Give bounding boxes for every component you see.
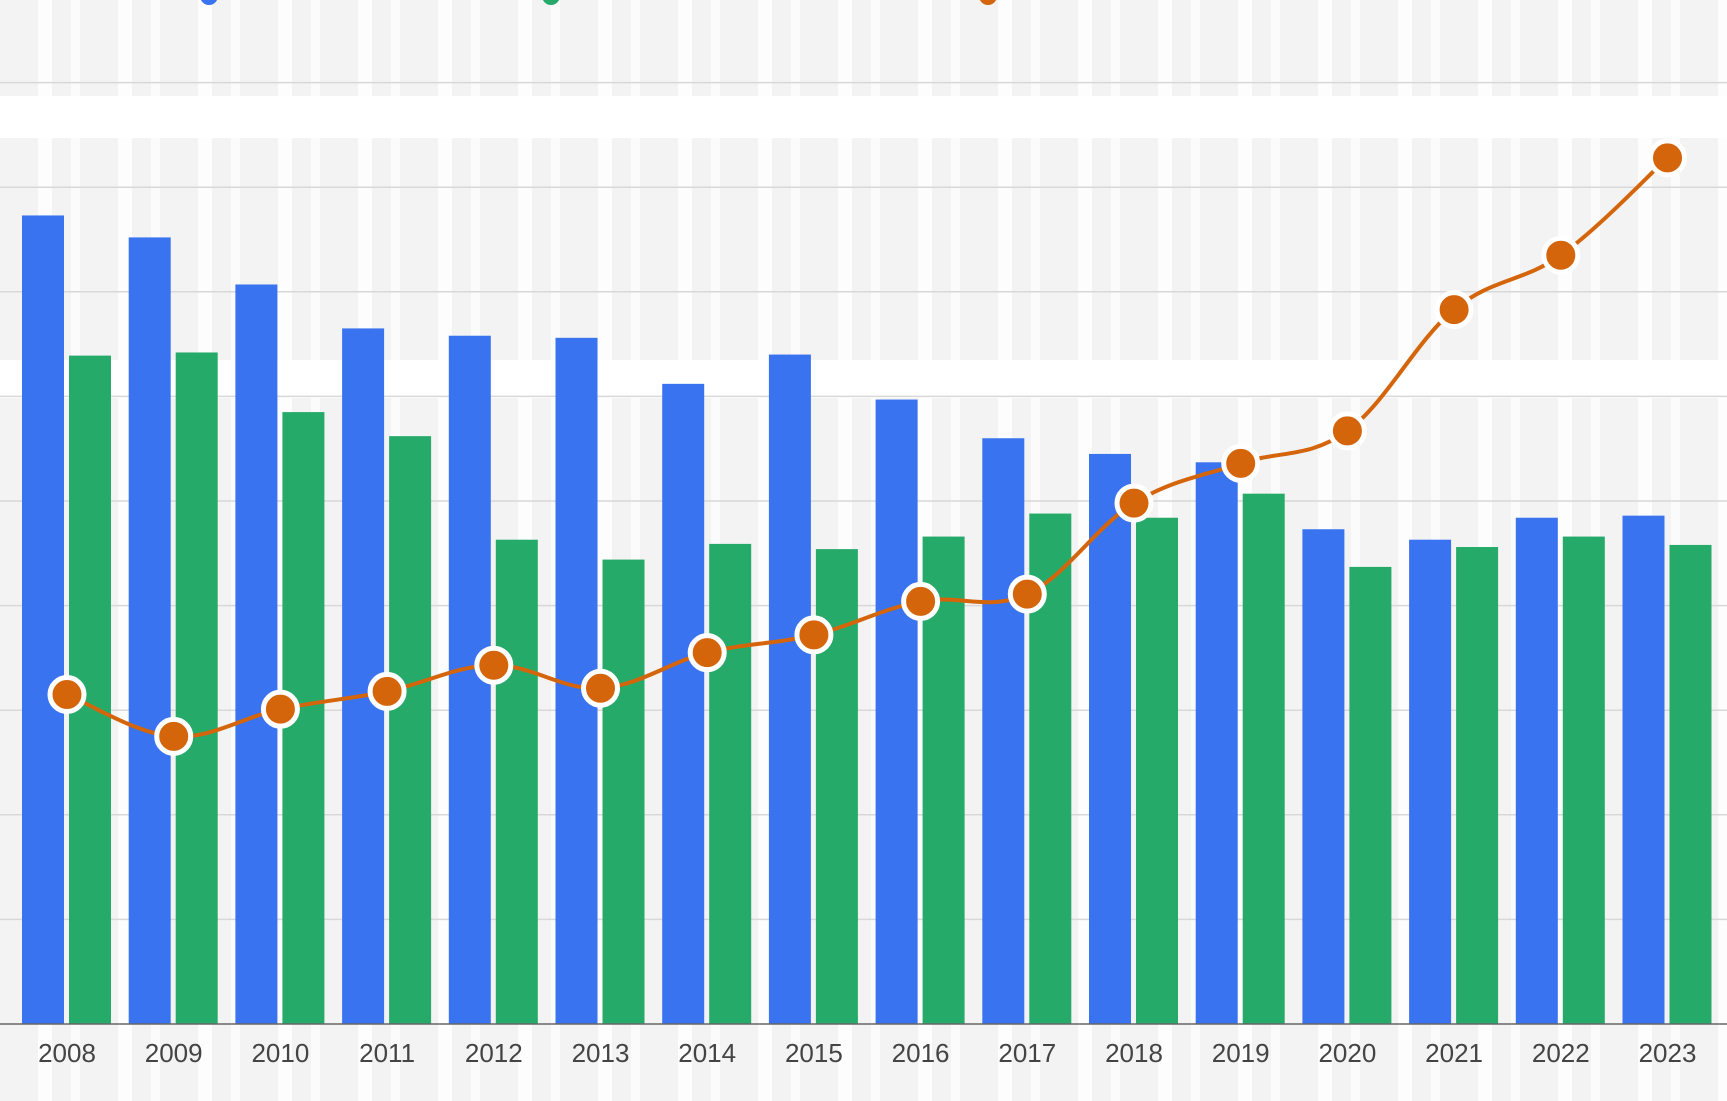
legend-marker <box>542 0 560 5</box>
bar-series-1 <box>1089 453 1131 1024</box>
bar-series-2 <box>175 352 218 1024</box>
bar-series-1 <box>1409 539 1452 1024</box>
x-tick-label: 2021 <box>1425 1038 1483 1068</box>
line-series <box>66 156 1669 739</box>
x-tick-label: 2013 <box>572 1038 630 1068</box>
bar-series-2 <box>495 539 538 1024</box>
bar-series-2 <box>1349 566 1392 1024</box>
x-tick-label: 2016 <box>892 1038 950 1068</box>
bar-series-2 <box>1242 493 1285 1025</box>
bar-series-1 <box>128 237 171 1024</box>
x-tick-label: 2012 <box>465 1038 523 1068</box>
legend-marker <box>979 0 997 5</box>
bar-series-2 <box>389 436 432 1024</box>
bar-series-2 <box>1669 544 1712 1024</box>
x-tick-label: 2019 <box>1212 1038 1270 1068</box>
x-tick-label: 2018 <box>1105 1038 1163 1068</box>
x-tick-label: 2017 <box>998 1038 1056 1068</box>
bar-series-2 <box>709 543 752 1024</box>
bar-series-1 <box>1622 515 1665 1024</box>
line-point <box>1114 483 1154 523</box>
line-point <box>1434 290 1474 330</box>
bar-series-1 <box>982 438 1025 1024</box>
x-tick-label: 2022 <box>1532 1038 1590 1068</box>
bar-series-1 <box>1302 529 1345 1024</box>
bar-series-1 <box>662 383 705 1024</box>
bar-series-2 <box>602 559 645 1024</box>
x-tick-label: 2009 <box>145 1038 203 1068</box>
legend-marker <box>200 0 218 5</box>
line-point <box>260 689 300 729</box>
x-tick-label: 2010 <box>251 1038 309 1068</box>
line-point <box>1221 443 1261 483</box>
bar-series-2 <box>1456 547 1499 1024</box>
line-point <box>1007 574 1047 614</box>
bar-series-2 <box>1136 517 1178 1024</box>
line-point <box>1648 138 1687 178</box>
line-point <box>474 645 514 685</box>
line-point <box>581 668 620 708</box>
bar-series-1 <box>768 354 811 1024</box>
x-tick-label: 2015 <box>785 1038 843 1068</box>
x-tick-label: 2008 <box>38 1038 96 1068</box>
x-tick-label: 2011 <box>359 1038 415 1068</box>
line-point <box>794 615 834 655</box>
x-tick-label: 2020 <box>1318 1038 1376 1068</box>
line-point <box>154 716 194 756</box>
bar-series-1 <box>22 215 64 1024</box>
bar-series-1 <box>1515 517 1558 1024</box>
bar-series-1 <box>235 284 278 1024</box>
line-point <box>367 671 407 711</box>
line-point <box>687 633 727 673</box>
bar-series-1 <box>875 399 918 1025</box>
line-point <box>1327 411 1367 451</box>
bar-series-2 <box>1562 536 1605 1024</box>
line-point <box>901 581 941 621</box>
x-tick-label: 2023 <box>1639 1038 1697 1068</box>
line-point <box>47 675 87 715</box>
bar-series-1 <box>1195 462 1238 1025</box>
x-tick-label: 2014 <box>678 1038 736 1068</box>
line-point <box>1541 235 1581 275</box>
